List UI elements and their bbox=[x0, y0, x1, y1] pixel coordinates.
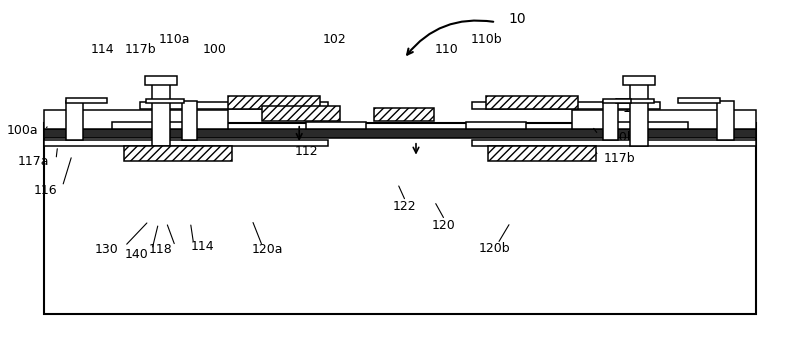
Text: 100: 100 bbox=[202, 43, 226, 56]
Bar bbox=[140, 102, 328, 109]
Bar bbox=[603, 101, 618, 140]
Text: 117b: 117b bbox=[124, 43, 156, 56]
Text: 120b: 120b bbox=[478, 242, 510, 255]
Bar bbox=[610, 122, 688, 129]
Bar bbox=[44, 123, 756, 314]
Text: 102: 102 bbox=[322, 33, 346, 46]
Bar bbox=[44, 110, 228, 129]
Bar bbox=[623, 76, 655, 85]
Bar bbox=[466, 122, 526, 129]
Text: 120a: 120a bbox=[252, 243, 283, 256]
Bar bbox=[717, 101, 734, 140]
Text: 140: 140 bbox=[124, 248, 148, 261]
Bar bbox=[112, 122, 190, 129]
Bar bbox=[228, 96, 320, 109]
Text: 110: 110 bbox=[434, 43, 458, 56]
Bar bbox=[152, 83, 170, 146]
Bar bbox=[572, 110, 756, 129]
Text: 122: 122 bbox=[392, 200, 416, 213]
Text: 110a: 110a bbox=[158, 33, 190, 46]
Bar bbox=[44, 129, 756, 138]
Bar bbox=[124, 146, 232, 161]
Text: 114: 114 bbox=[190, 240, 214, 253]
Bar bbox=[486, 96, 578, 109]
Text: 100a: 100a bbox=[6, 124, 38, 137]
Bar bbox=[44, 140, 328, 146]
Bar bbox=[472, 140, 756, 146]
Text: 100b: 100b bbox=[604, 131, 636, 144]
Bar bbox=[145, 76, 177, 85]
Bar bbox=[146, 99, 184, 103]
Bar bbox=[488, 146, 596, 161]
Text: 110b: 110b bbox=[470, 33, 502, 46]
Bar bbox=[262, 106, 340, 121]
Text: 10: 10 bbox=[508, 12, 526, 26]
Text: 130: 130 bbox=[94, 243, 118, 256]
Bar bbox=[472, 102, 660, 109]
Text: 101: 101 bbox=[622, 102, 646, 115]
Text: 117a: 117a bbox=[18, 155, 50, 168]
Bar bbox=[66, 101, 83, 140]
Text: 114: 114 bbox=[90, 43, 114, 56]
Text: 116: 116 bbox=[34, 184, 58, 197]
Text: 117b: 117b bbox=[604, 152, 636, 165]
Text: 118: 118 bbox=[148, 243, 172, 256]
Bar bbox=[630, 83, 648, 146]
Text: 112: 112 bbox=[294, 145, 318, 158]
Text: 120: 120 bbox=[432, 219, 456, 232]
Bar bbox=[603, 99, 631, 103]
Bar bbox=[678, 98, 720, 103]
Bar bbox=[616, 99, 654, 103]
Bar bbox=[374, 108, 434, 121]
Bar bbox=[66, 98, 107, 103]
Bar bbox=[182, 101, 197, 140]
Bar bbox=[306, 122, 366, 129]
